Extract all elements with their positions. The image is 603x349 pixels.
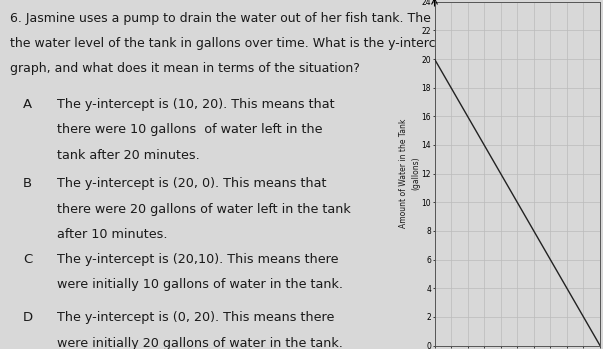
Text: there were 10 gallons  of water left in the: there were 10 gallons of water left in t… — [57, 124, 323, 136]
Text: The y-intercept is (20, 0). This means that: The y-intercept is (20, 0). This means t… — [57, 177, 327, 190]
Text: the water level of the tank in gallons over time. What is the y-intercept of the: the water level of the tank in gallons o… — [10, 37, 497, 50]
Text: D: D — [23, 311, 33, 324]
Text: The y-intercept is (10, 20). This means that: The y-intercept is (10, 20). This means … — [57, 98, 335, 111]
Text: A: A — [23, 98, 32, 111]
Text: were initially 20 gallons of water in the tank.: were initially 20 gallons of water in th… — [57, 336, 343, 349]
Text: The y-intercept is (20,10). This means there: The y-intercept is (20,10). This means t… — [57, 253, 339, 266]
Text: after 10 minutes.: after 10 minutes. — [57, 228, 168, 241]
Text: were initially 10 gallons of water in the tank.: were initially 10 gallons of water in th… — [57, 278, 343, 291]
Text: there were 20 gallons of water left in the tank: there were 20 gallons of water left in t… — [57, 202, 351, 215]
Text: graph, and what does it mean in terms of the situation?: graph, and what does it mean in terms of… — [10, 61, 360, 75]
Text: C: C — [23, 253, 33, 266]
Y-axis label: Amount of Water in the Tank
(gallons): Amount of Water in the Tank (gallons) — [399, 119, 420, 228]
Text: tank after 20 minutes.: tank after 20 minutes. — [57, 149, 200, 162]
Text: The y-intercept is (0, 20). This means there: The y-intercept is (0, 20). This means t… — [57, 311, 335, 324]
Text: 6. Jasmine uses a pump to drain the water out of her fish tank. The graph shows: 6. Jasmine uses a pump to drain the wate… — [10, 12, 514, 25]
Text: B: B — [23, 177, 32, 190]
